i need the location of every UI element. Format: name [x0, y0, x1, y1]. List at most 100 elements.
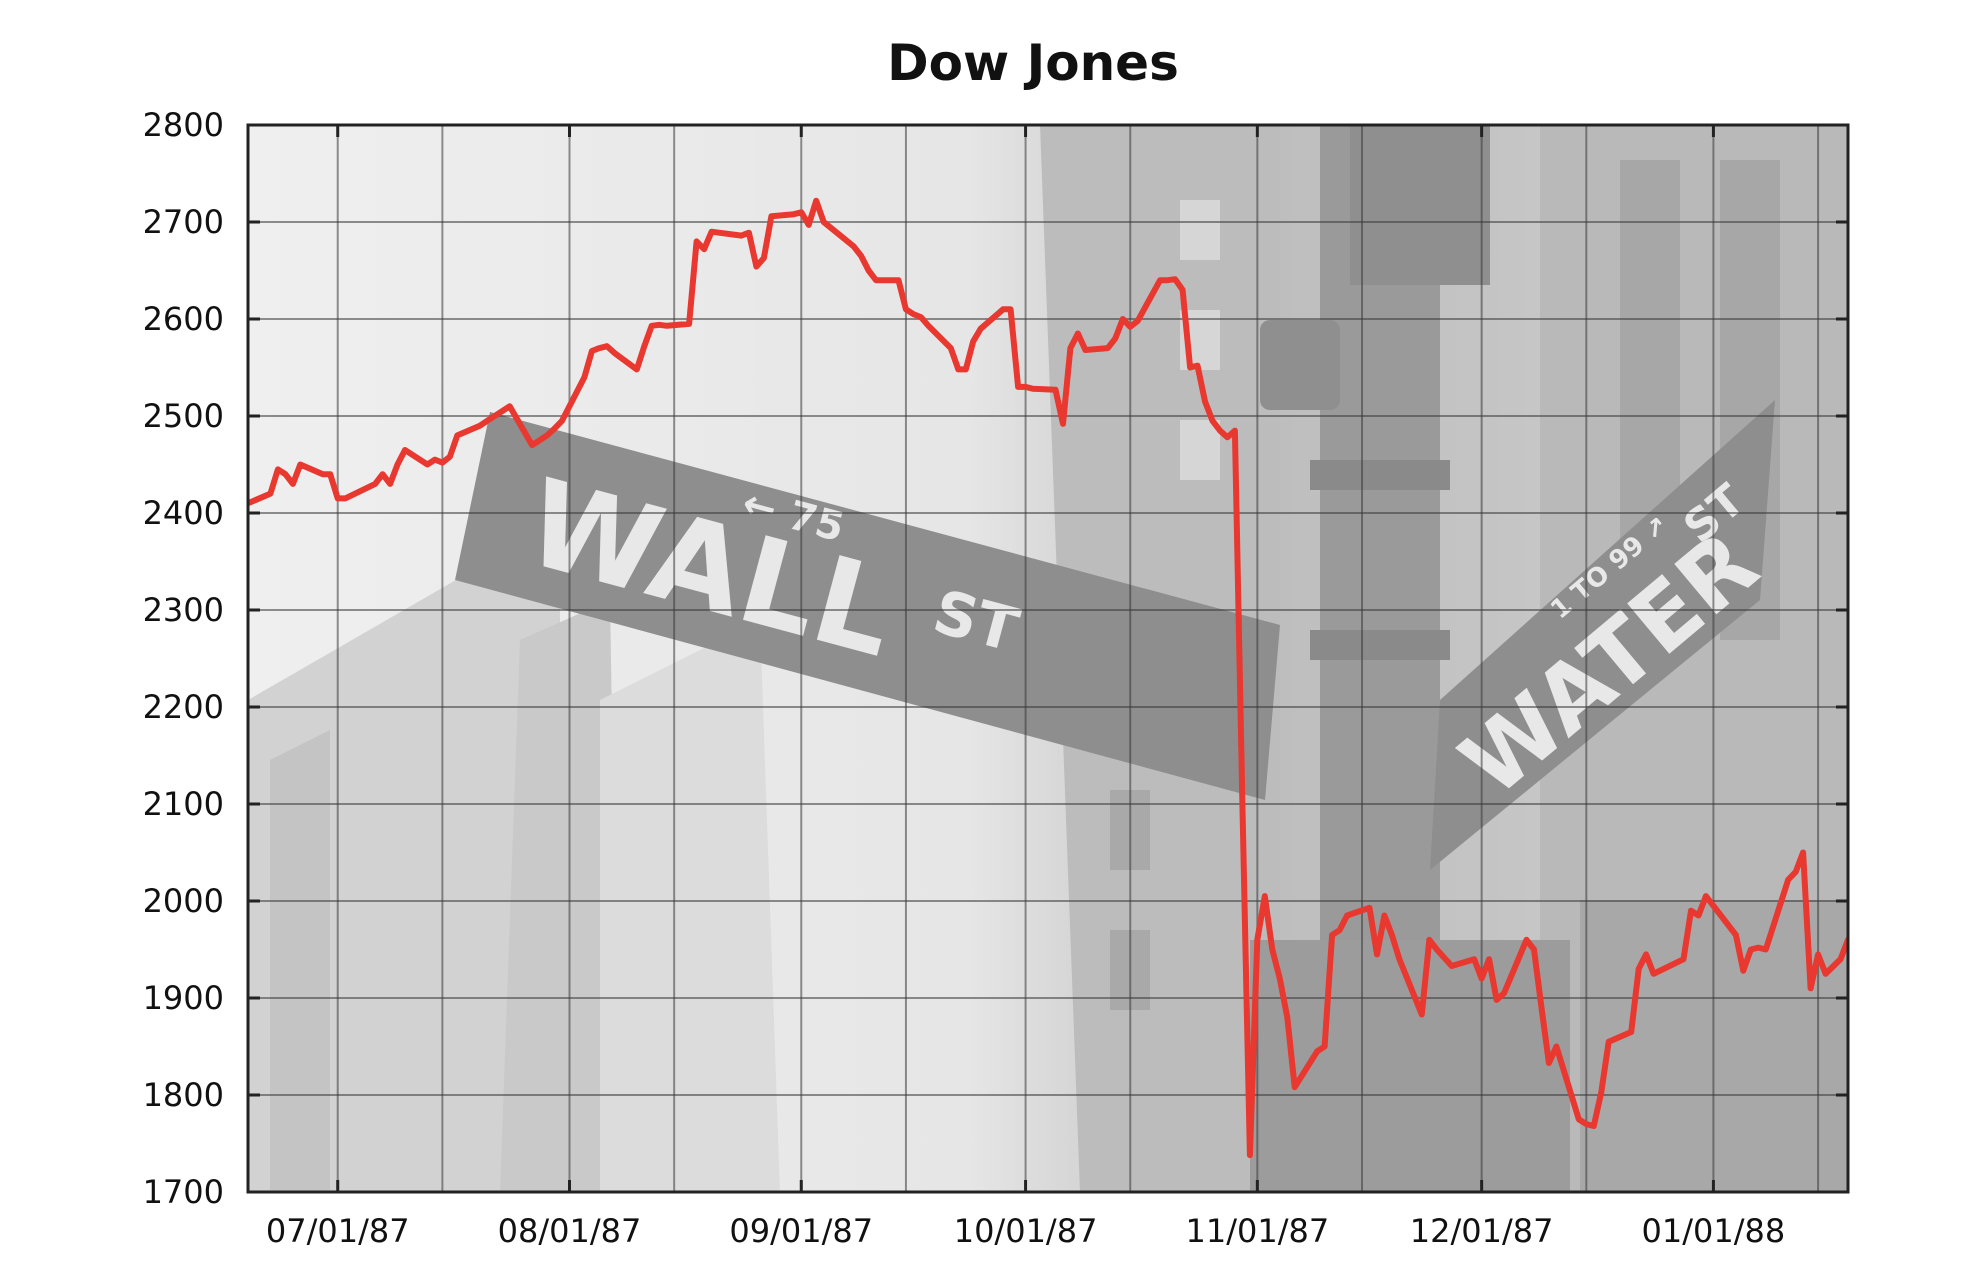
data-point	[1345, 914, 1349, 918]
data-point	[1644, 952, 1648, 956]
grid-lines	[248, 124, 1848, 1193]
data-point	[590, 349, 594, 353]
data-point	[388, 482, 392, 486]
data-point	[1225, 435, 1229, 439]
data-point	[455, 433, 459, 437]
data-point	[1330, 933, 1334, 937]
data-point	[874, 278, 878, 282]
data-point	[822, 220, 826, 224]
data-point	[508, 404, 512, 408]
data-point	[1181, 288, 1185, 292]
data-point	[485, 419, 489, 423]
data-point	[328, 472, 332, 476]
data-point	[268, 492, 272, 496]
data-point	[1420, 1013, 1424, 1017]
x-tick-label: 11/01/87	[1185, 1212, 1329, 1250]
data-point	[1487, 957, 1491, 961]
data-point	[396, 463, 400, 467]
data-point	[1323, 1045, 1327, 1049]
data-point	[904, 307, 908, 311]
data-point	[1173, 277, 1177, 281]
data-point	[597, 346, 601, 350]
data-point	[665, 324, 669, 328]
data-point	[1547, 1061, 1551, 1065]
data-point	[276, 467, 280, 471]
data-point	[433, 458, 437, 462]
data-point	[956, 367, 960, 371]
data-point	[642, 344, 646, 348]
data-point	[1188, 366, 1192, 370]
data-point	[1233, 429, 1237, 433]
data-point	[852, 244, 856, 248]
data-point	[695, 239, 699, 243]
data-point	[1390, 933, 1394, 937]
x-tick-label: 09/01/87	[729, 1212, 873, 1250]
data-point	[769, 214, 773, 218]
data-point	[1166, 278, 1170, 282]
data-point	[897, 278, 901, 282]
data-point	[1382, 914, 1386, 918]
background-photo: WALL ST ← 75 WATER ST 1 TO 99 ↗	[248, 125, 1848, 1192]
data-point	[635, 367, 639, 371]
data-point	[1599, 1090, 1603, 1094]
y-tick-label: 2800	[143, 106, 224, 144]
data-point	[283, 472, 287, 476]
data-point	[493, 414, 497, 418]
data-point	[1001, 307, 1005, 311]
data-point	[440, 461, 444, 465]
data-point	[1024, 385, 1028, 389]
data-point	[1397, 957, 1401, 961]
data-point	[747, 231, 751, 235]
data-point	[1083, 348, 1087, 352]
y-tick-label: 2500	[143, 397, 224, 435]
data-point	[1532, 948, 1536, 952]
data-point	[381, 472, 385, 476]
data-point	[1495, 998, 1499, 1002]
data-point	[1741, 969, 1745, 973]
data-point	[1016, 385, 1020, 389]
data-point	[799, 210, 803, 214]
data-point	[807, 223, 811, 227]
chart-title: Dow Jones	[887, 34, 1179, 92]
x-tick-label: 08/01/87	[498, 1212, 642, 1250]
y-tick-label: 2200	[143, 688, 224, 726]
data-point	[1427, 938, 1431, 942]
data-point	[1682, 957, 1686, 961]
data-point	[919, 315, 923, 319]
data-point	[582, 375, 586, 379]
data-point	[1824, 972, 1828, 976]
data-point	[650, 324, 654, 328]
y-axis: 1700 1800 1900 2000 2100 2200 2300 2400 2500 2600…	[143, 106, 1848, 1211]
data-point	[1689, 909, 1693, 913]
data-point	[687, 322, 691, 326]
data-point	[1285, 1015, 1289, 1019]
data-point	[1756, 946, 1760, 950]
data-point	[740, 234, 744, 238]
data-point	[403, 448, 407, 452]
data-point	[1009, 307, 1013, 311]
data-point	[1255, 938, 1259, 942]
data-point	[1068, 346, 1072, 350]
data-point	[1816, 952, 1820, 956]
data-point	[1697, 914, 1701, 918]
data-point	[1704, 894, 1708, 898]
plot-frame	[246, 123, 1850, 1194]
y-tick-label: 2700	[143, 203, 224, 241]
data-point	[1158, 278, 1162, 282]
data-point	[1794, 870, 1798, 874]
data-point	[545, 433, 549, 437]
data-point	[373, 482, 377, 486]
data-point	[926, 324, 930, 328]
data-point	[1435, 948, 1439, 952]
data-point	[1540, 1006, 1544, 1010]
y-tick-label: 2600	[143, 300, 224, 338]
data-point	[1136, 319, 1140, 323]
data-point	[538, 438, 542, 442]
data-point	[1525, 938, 1529, 942]
data-point	[1472, 957, 1476, 961]
data-point	[1293, 1085, 1297, 1089]
data-point	[1554, 1045, 1558, 1049]
data-point	[702, 247, 706, 251]
y-tick-label: 1700	[143, 1173, 224, 1211]
